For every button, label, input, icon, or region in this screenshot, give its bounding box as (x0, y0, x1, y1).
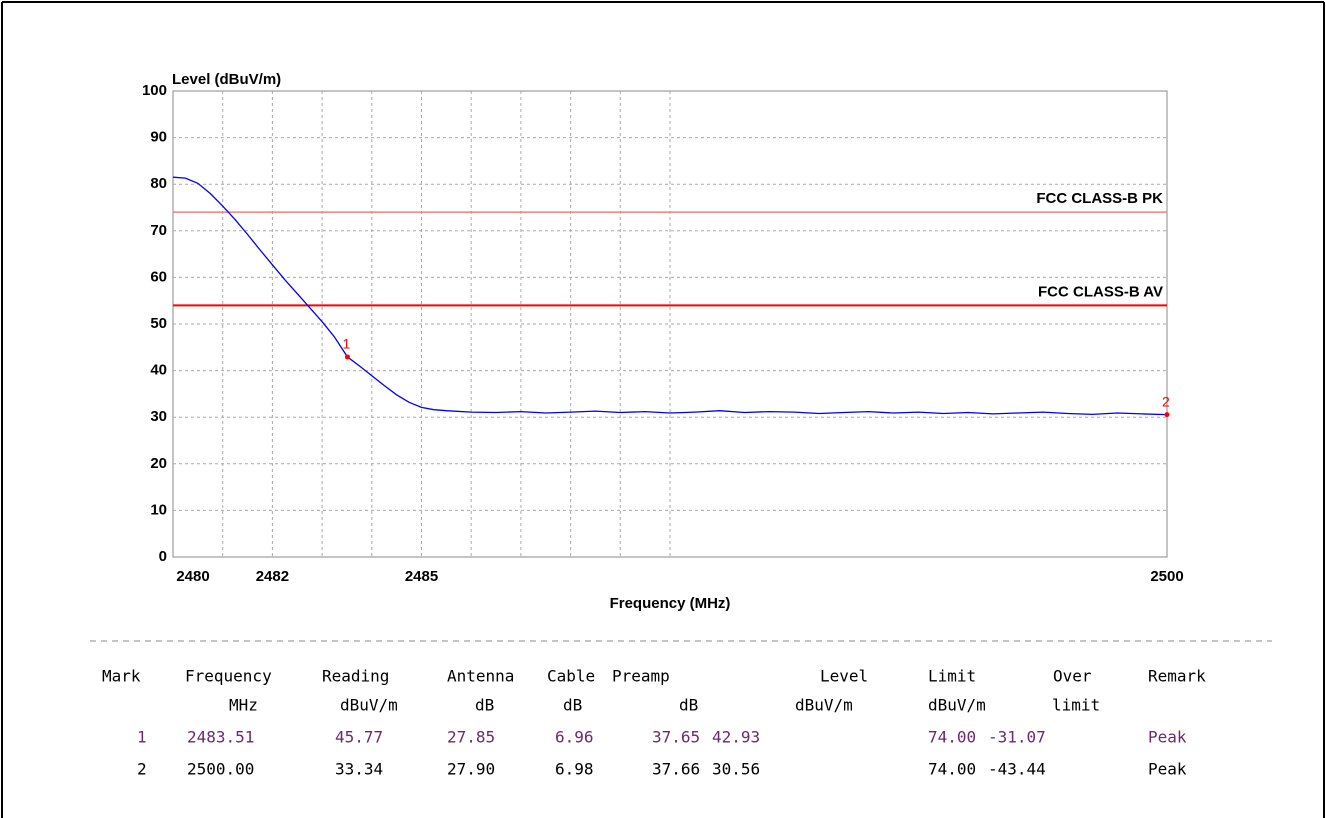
column-unit: dBuV/m (340, 696, 398, 715)
y-tick-label: 100 (142, 82, 167, 99)
table-cell: Peak (1148, 760, 1187, 779)
x-tick-label: 2500 (1150, 568, 1183, 585)
limit-label: FCC CLASS-B AV (1038, 283, 1163, 300)
column-header: Reading (322, 667, 389, 686)
marker-label: 2 (1162, 393, 1170, 409)
column-header: Frequency (185, 667, 272, 686)
marker (1164, 412, 1170, 418)
column-header: Antenna (447, 667, 514, 686)
table-cell: 2483.51 (187, 728, 254, 747)
table-cell: 33.34 (335, 760, 383, 779)
column-header: Remark (1148, 667, 1206, 686)
limit-label: FCC CLASS-B PK (1036, 190, 1163, 207)
table-cell: -43.44 (988, 760, 1046, 779)
column-unit: dBuV/m (795, 696, 853, 715)
column-unit: dBuV/m (928, 696, 986, 715)
column-header: Over (1053, 667, 1092, 686)
y-tick-label: 80 (150, 175, 167, 192)
marker-label: 1 (342, 336, 350, 352)
column-unit: dB (475, 696, 494, 715)
y-tick-label: 50 (150, 315, 167, 332)
table-cell: 6.98 (555, 760, 594, 779)
table-cell: 74.00 (928, 728, 976, 747)
column-header: Mark (102, 667, 141, 686)
y-tick-label: 60 (150, 268, 167, 285)
y-tick-label: 30 (150, 408, 167, 425)
x-axis-label: Frequency (MHz) (610, 595, 731, 612)
table-cell: 37.65 (652, 728, 700, 747)
table-cell: 6.96 (555, 728, 594, 747)
y-tick-label: 70 (150, 222, 167, 239)
y-tick-label: 10 (150, 501, 167, 518)
column-header: Limit (928, 667, 976, 686)
column-unit: MHz (229, 696, 258, 715)
x-tick-label: 2482 (256, 568, 289, 585)
y-tick-label: 20 (150, 455, 167, 472)
table-cell: 27.85 (447, 728, 495, 747)
column-header: Cable (547, 667, 595, 686)
x-tick-label: 2480 (176, 568, 209, 585)
table-cell: 42.93 (712, 728, 760, 747)
y-tick-label: 90 (150, 129, 167, 146)
column-unit: dB (679, 696, 698, 715)
marker (344, 354, 350, 360)
column-unit: limit (1052, 696, 1100, 715)
table-cell: Peak (1148, 728, 1187, 747)
column-header: Preamp (612, 667, 670, 686)
table-cell: 2500.00 (187, 760, 254, 779)
y-tick-label: 0 (159, 548, 167, 565)
table-cell: 30.56 (712, 760, 760, 779)
y-tick-label: 40 (150, 362, 167, 379)
table-cell: 74.00 (928, 760, 976, 779)
x-tick-label: 2485 (405, 568, 438, 585)
table-cell: 45.77 (335, 728, 383, 747)
table-cell: 1 (137, 728, 147, 747)
y-axis-label: Level (dBuV/m) (172, 71, 281, 88)
column-unit: dB (563, 696, 582, 715)
data-line (172, 176, 1168, 416)
table-cell: -31.07 (988, 728, 1046, 747)
column-header: Level (820, 667, 868, 686)
table-cell: 37.66 (652, 760, 700, 779)
table-cell: 2 (137, 760, 147, 779)
table-cell: 27.90 (447, 760, 495, 779)
